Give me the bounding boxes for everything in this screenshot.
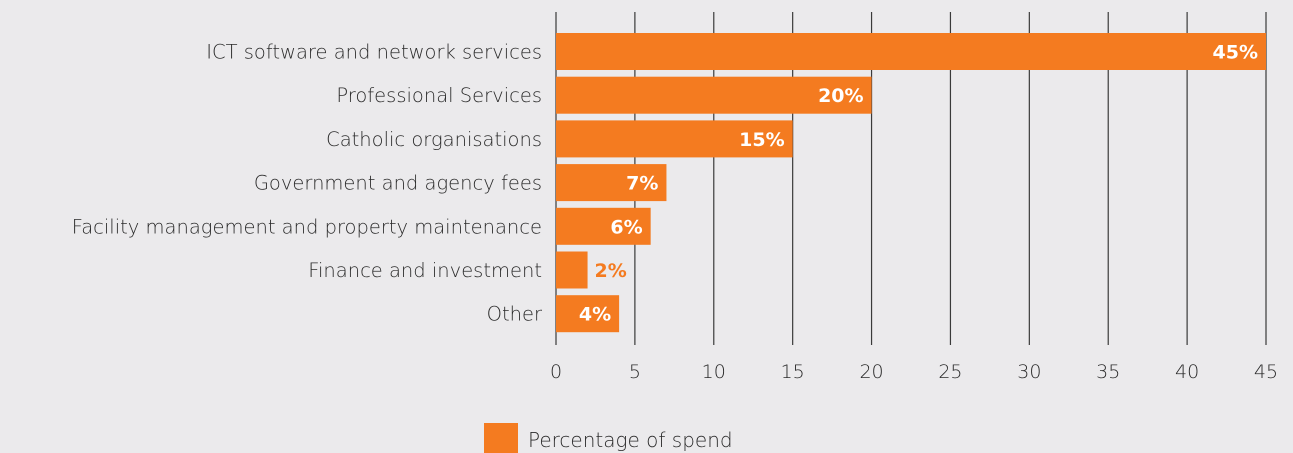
category-label: ICT software and network services bbox=[206, 41, 542, 64]
data-label: 20% bbox=[818, 85, 863, 107]
category-labels: ICT software and network services Profess… bbox=[72, 41, 542, 326]
x-tick-label: 20 bbox=[859, 361, 883, 383]
x-tick-label: 15 bbox=[781, 361, 805, 383]
category-label: Government and agency fees bbox=[254, 172, 542, 195]
bar bbox=[556, 120, 793, 158]
bar bbox=[556, 164, 667, 202]
data-label: 6% bbox=[610, 216, 642, 238]
category-label: Finance and investment bbox=[308, 259, 542, 282]
bar bbox=[556, 207, 651, 245]
bar bbox=[556, 295, 620, 333]
category-label: Professional Services bbox=[336, 84, 542, 107]
bars bbox=[556, 33, 1266, 333]
x-tick-label: 25 bbox=[938, 361, 962, 383]
legend: Percentage of spend bbox=[484, 423, 733, 453]
x-tick-label: 10 bbox=[702, 361, 726, 383]
x-tick-label: 0 bbox=[550, 361, 562, 383]
x-tick-label: 40 bbox=[1175, 361, 1199, 383]
data-label: 4% bbox=[579, 304, 611, 326]
legend-swatch bbox=[484, 423, 518, 453]
category-label: Catholic organisations bbox=[326, 128, 542, 151]
bar bbox=[556, 33, 1266, 70]
data-labels: 45% 20% 15% 7% 6% 2% 4% bbox=[579, 42, 1258, 326]
category-label: Other bbox=[487, 303, 542, 326]
bar bbox=[556, 251, 588, 289]
x-tick-label: 30 bbox=[1017, 361, 1041, 383]
data-label: 7% bbox=[626, 173, 658, 195]
x-tick-label: 5 bbox=[629, 361, 641, 383]
bar bbox=[556, 76, 872, 114]
legend-label: Percentage of spend bbox=[528, 428, 733, 452]
x-axis-tick-labels: 0 5 10 15 20 25 30 35 40 45 bbox=[550, 361, 1278, 383]
data-label: 45% bbox=[1213, 42, 1258, 64]
data-label: 2% bbox=[595, 260, 627, 282]
x-tick-label: 35 bbox=[1096, 361, 1120, 383]
x-tick-label: 45 bbox=[1254, 361, 1278, 383]
data-label: 15% bbox=[739, 129, 784, 151]
category-label: Facility management and property mainten… bbox=[72, 215, 542, 238]
